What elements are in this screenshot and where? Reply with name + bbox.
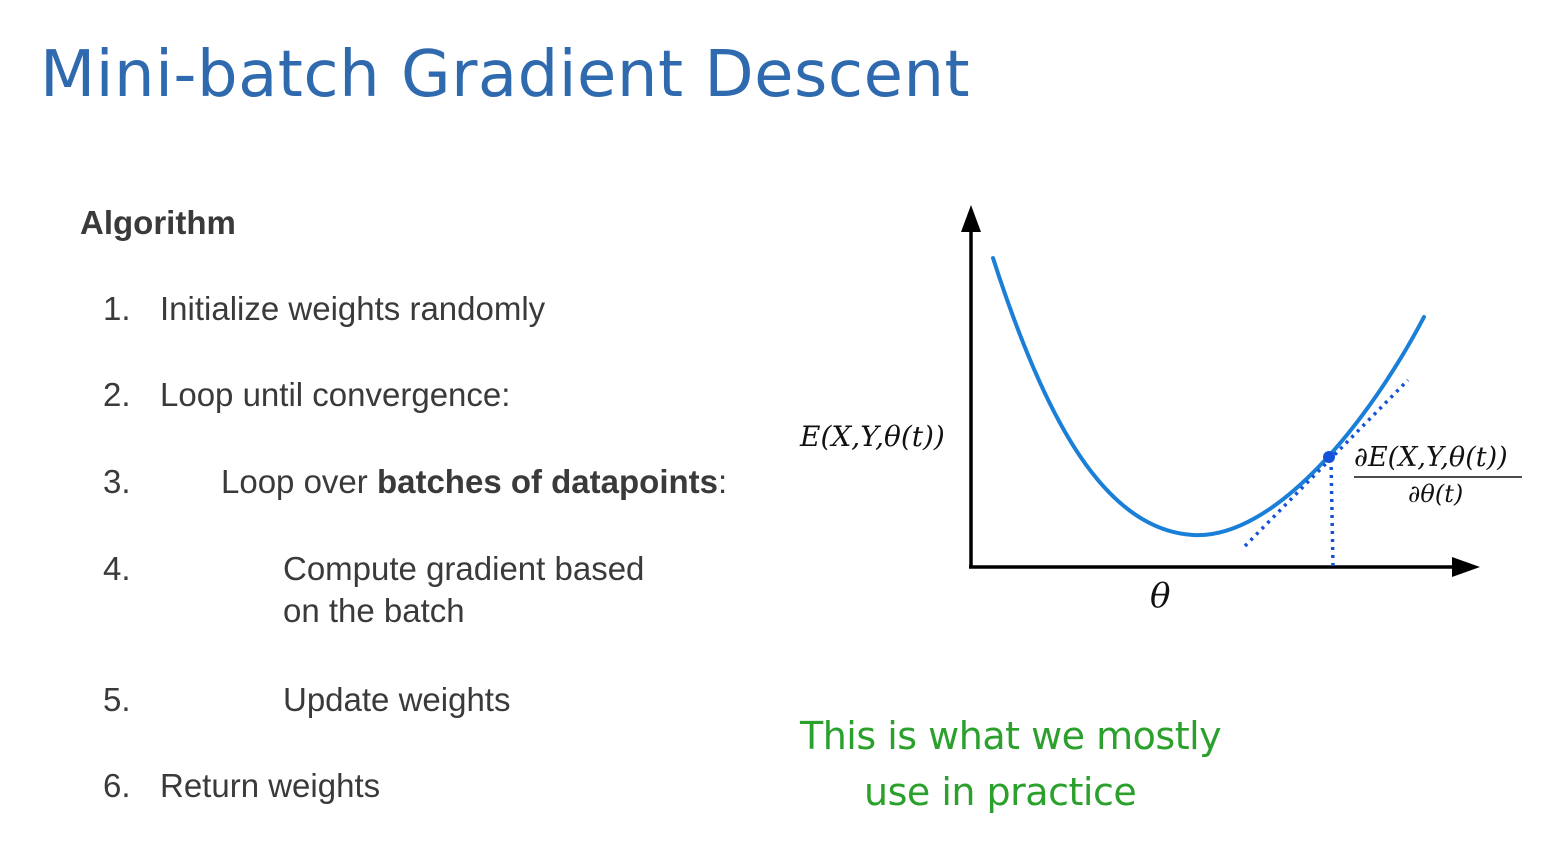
loss-curve: [991, 256, 1426, 538]
y-axis-label: E(X,Y,θ(t)): [799, 420, 945, 453]
gradient-numerator: ∂E(X,Y,θ(t)): [1354, 442, 1508, 473]
step-text: Loop over batches of datapoints:: [221, 461, 727, 503]
step-number: 3.: [103, 463, 131, 500]
current-point-marker: [1323, 451, 1335, 463]
x-axis-label: θ: [1150, 576, 1170, 616]
step-number: 6.: [103, 767, 131, 804]
slide-title: Mini-batch Gradient Descent: [40, 38, 971, 112]
gradient-denominator: ∂θ(t): [1408, 480, 1463, 508]
x-axis-arrow: [1452, 557, 1480, 577]
handwritten-note-line-1: This is what we mostly: [800, 714, 1222, 758]
step-number: 5.: [103, 681, 131, 718]
step-number: 2.: [103, 376, 131, 413]
step-text-line-1: Compute gradient based: [283, 550, 645, 587]
handwritten-note-line-2: use in practice: [864, 770, 1137, 814]
step-number: 4.: [103, 550, 131, 587]
step-text: Loop until convergence:: [160, 376, 511, 413]
y-axis-arrow: [961, 205, 981, 232]
step-text: Return weights: [160, 767, 381, 804]
step-text: Initialize weights randomly: [160, 290, 546, 327]
step-text-colon: :: [718, 463, 728, 500]
step-text-plain: Loop over: [221, 463, 377, 500]
step-text-bold: batches of datapoints: [376, 463, 718, 500]
section-heading: Algorithm: [80, 204, 236, 241]
vertical-drop-line: [1329, 458, 1335, 568]
step-text-line-2: on the batch: [283, 592, 465, 629]
tangent-line: [1243, 378, 1410, 548]
step-number: 1.: [103, 290, 131, 327]
step-text: Update weights: [283, 681, 511, 718]
